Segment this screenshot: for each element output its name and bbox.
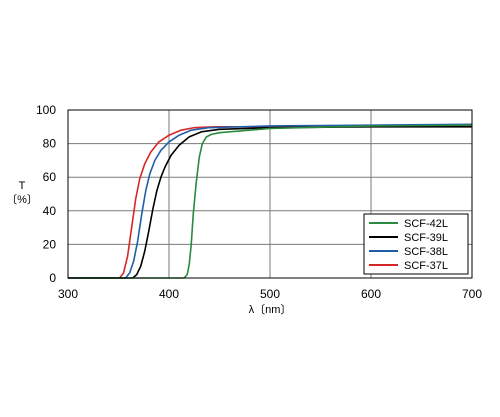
series-line-scf-42l <box>68 124 473 279</box>
x-tick-label: 600 <box>361 287 381 301</box>
y-tick-labels: 0 20 40 60 80 100 <box>36 103 56 285</box>
y-tick-label: 0 <box>49 271 56 285</box>
y-tick-label: 100 <box>36 103 56 117</box>
plot-frame <box>67 109 473 279</box>
legend-label-scf-37l: SCF-37L <box>404 260 448 272</box>
y-tick-label: 40 <box>43 204 57 218</box>
y-tick-label: 80 <box>43 137 57 151</box>
legend-label-scf-39l: SCF-39L <box>404 232 448 244</box>
series-line-scf-39l <box>68 126 472 279</box>
legend-label-scf-38l: SCF-38L <box>404 246 448 258</box>
y-axis-label-line-1: T <box>19 180 26 192</box>
legend: SCF-42L SCF-39L SCF-38L SCF-37L <box>363 213 469 275</box>
x-tick-label: 500 <box>260 287 280 301</box>
y-tick-label: 60 <box>43 170 57 184</box>
x-tick-label: 400 <box>159 287 179 301</box>
x-tick-labels: 300 400 500 600 700 <box>58 287 482 301</box>
x-tick-label: 300 <box>58 287 78 301</box>
series-line-scf-38l <box>68 123 473 279</box>
series-lines <box>68 123 473 279</box>
y-tick-label: 20 <box>43 237 57 251</box>
y-axis-label-line-2: 〔%〕 <box>6 193 38 206</box>
x-axis-label: λ〔nm〕 <box>249 303 292 316</box>
legend-label-scf-42l: SCF-42L <box>404 218 448 230</box>
x-tick-label: 700 <box>462 287 482 301</box>
